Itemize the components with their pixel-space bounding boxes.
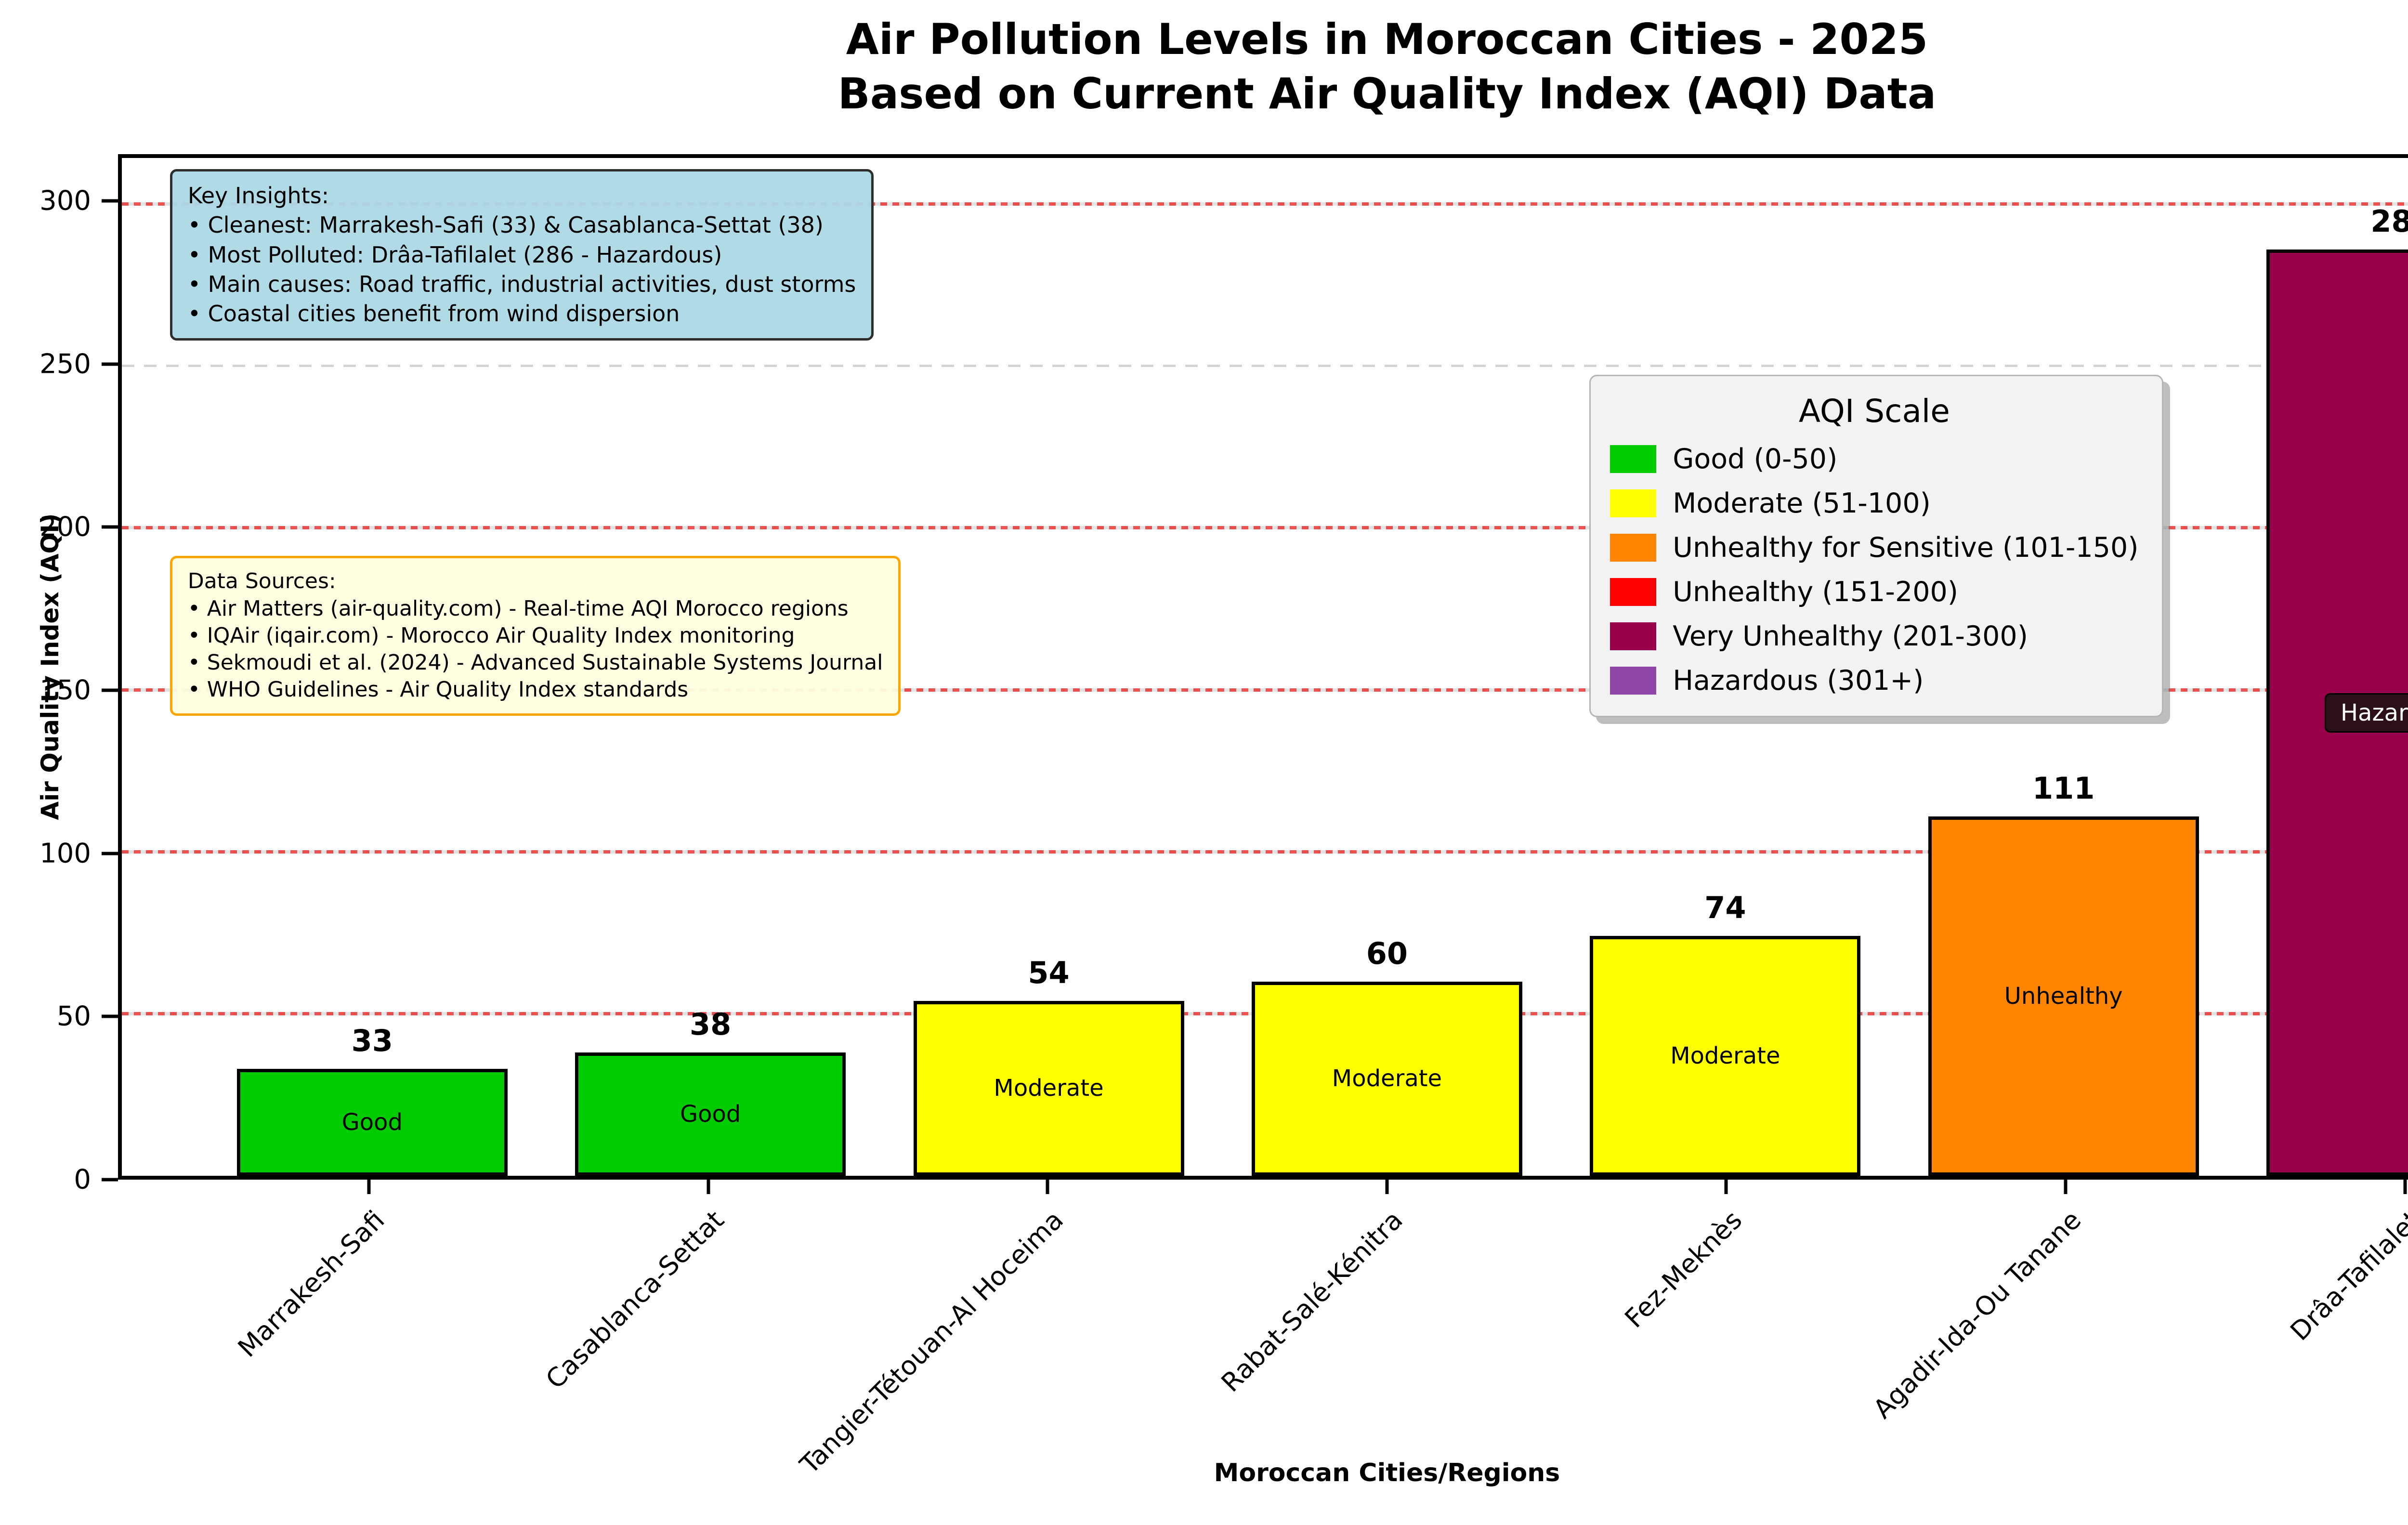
bar-value-label: 286: [2370, 204, 2408, 239]
bar-value-label: 38: [690, 1007, 732, 1042]
gridline-250: [122, 365, 2408, 368]
x-tick-mark: [367, 1179, 371, 1194]
x-tick-label-Drâa-Tafilalet: Drâa-Tafilalet: [2284, 1204, 2408, 1347]
threshold-line-300: [122, 202, 2408, 206]
x-tick-mark: [1385, 1179, 1389, 1194]
source-line: • IQAir (iqair.com) - Morocco Air Qualit…: [187, 623, 795, 648]
bar-Rabat-Salé-Kénitra: [1251, 981, 1522, 1176]
legend-item-label: Unhealthy for Sensitive (101-150): [1673, 532, 2139, 564]
source-line: • WHO Guidelines - Air Quality Index sta…: [187, 677, 689, 702]
legend-swatch: [1610, 622, 1657, 651]
y-tick-mark: [102, 199, 118, 203]
y-tick-mark: [102, 1178, 118, 1182]
x-tick-label-Fez-Meknès: Fez-Meknès: [1619, 1204, 1748, 1334]
y-tick-mark: [102, 852, 118, 855]
x-tick-label-Tangier-Tétouan-Al Hoceima: Tangier-Tétouan-Al Hoceima: [794, 1204, 1069, 1480]
x-axis-title: Moroccan Cities/Regions: [1214, 1459, 1560, 1487]
data-sources-box: Data Sources: • Air Matters (air-quality…: [170, 556, 901, 716]
legend-swatch: [1610, 667, 1657, 695]
y-tick-label-200: 200: [39, 511, 92, 543]
x-tick-mark: [1046, 1179, 1049, 1194]
bar-value-label: 54: [1028, 955, 1070, 990]
bar-status-label: Moderate: [994, 1075, 1104, 1102]
y-tick-label-0: 0: [74, 1164, 92, 1196]
bar-value-label: 74: [1704, 890, 1746, 926]
x-tick-mark: [1724, 1179, 1728, 1194]
key-insights-box: Key Insights: • Cleanest: Marrakesh-Safi…: [170, 169, 874, 341]
insight-line: • Cleanest: Marrakesh-Safi (33) & Casabl…: [187, 212, 824, 238]
x-tick-mark: [2064, 1179, 2068, 1194]
insight-line: • Most Polluted: Drâa-Tafilalet (286 - H…: [187, 241, 722, 268]
x-tick-label-Agadir-Ida-Ou Tanane: Agadir-Ida-Ou Tanane: [1867, 1204, 2087, 1424]
key-insights-lines: • Cleanest: Marrakesh-Safi (33) & Casabl…: [188, 210, 856, 329]
legend-item: Unhealthy for Sensitive (101-150): [1610, 532, 2139, 564]
chart-title: Air Pollution Levels in Moroccan Cities …: [118, 13, 2408, 121]
bar-Marrakesh-Safi: [236, 1069, 508, 1176]
y-tick-label-100: 100: [39, 838, 92, 869]
bar-value-label: 111: [2032, 770, 2095, 806]
legend-item-label: Very Unhealthy (201-300): [1673, 620, 2028, 653]
plot-area: 50100150200300 33Good38Good54Moderate60M…: [118, 154, 2408, 1180]
key-insights-title: Key Insights:: [187, 183, 329, 209]
chart-title-line2: Based on Current Air Quality Index (AQI)…: [838, 68, 1937, 118]
bar-Casablanca-Settat: [575, 1052, 846, 1176]
data-sources-lines: • Air Matters (air-quality.com) - Real-t…: [188, 595, 883, 704]
bar-value-label: 33: [351, 1023, 393, 1059]
bar-status-label: Good: [341, 1108, 403, 1136]
chart-title-line1: Air Pollution Levels in Moroccan Cities …: [846, 14, 1928, 64]
hazardous-badge: Hazardous: [2324, 693, 2408, 733]
bar-status-label: Moderate: [1670, 1042, 1780, 1070]
y-tick-label-50: 50: [56, 1000, 92, 1032]
legend-item: Very Unhealthy (201-300): [1610, 620, 2138, 652]
x-tick-mark: [2403, 1179, 2407, 1194]
y-tick-mark: [102, 1014, 118, 1018]
legend-items: Good (0-50) Moderate (51-100) Unhealthy fo…: [1610, 443, 2139, 697]
bar-Fez-Meknès: [1590, 936, 1861, 1176]
y-axis-ticks: 0 50 100 150 200 250 300: [0, 154, 118, 1195]
y-tick-label-300: 300: [39, 185, 92, 217]
x-tick-label-Casablanca-Settat: Casablanca-Settat: [539, 1204, 730, 1395]
source-line: • Sekmoudi et al. (2024) - Advanced Sust…: [187, 650, 883, 675]
x-tick-label-Marrakesh-Safi: Marrakesh-Safi: [232, 1204, 391, 1363]
y-tick-mark: [102, 688, 118, 692]
insight-line: • Coastal cities benefit from wind dispe…: [187, 301, 680, 327]
legend-item-label: Good (0-50): [1673, 443, 1838, 475]
legend-item-label: Moderate (51-100): [1673, 487, 1931, 520]
y-tick-label-150: 150: [39, 674, 92, 706]
bar-status-label: Unhealthy: [2004, 982, 2123, 1010]
y-tick-mark: [102, 362, 118, 366]
threshold-line-200: [122, 526, 2408, 530]
legend-swatch: [1610, 489, 1657, 518]
legend-item: Unhealthy (151-200): [1610, 576, 2138, 608]
y-tick-label-250: 250: [39, 348, 92, 380]
x-tick-label-Rabat-Salé-Kénitra: Rabat-Salé-Kénitra: [1215, 1204, 1409, 1398]
x-tick-mark: [707, 1179, 710, 1194]
bar-status-label: Good: [680, 1101, 741, 1128]
bar-value-label: 60: [1366, 935, 1408, 971]
legend-swatch: [1610, 534, 1657, 562]
threshold-line-100: [122, 850, 2408, 854]
legend-swatch: [1610, 445, 1657, 473]
legend-item: Hazardous (301+): [1610, 665, 2138, 697]
bar-status-label: Moderate: [1332, 1065, 1442, 1092]
legend-item: Moderate (51-100): [1610, 487, 2138, 519]
legend-item: Good (0-50): [1610, 443, 2138, 475]
data-sources-title: Data Sources:: [187, 569, 336, 594]
legend: AQI Scale Good (0-50) Moderate (51-100) Un…: [1589, 375, 2163, 718]
x-axis-ticks: Marrakesh-Safi Casablanca-Settat Tangier-T…: [118, 1179, 2408, 1480]
legend-swatch: [1610, 578, 1657, 606]
bar-Tangier-Tétouan-Al Hoceima: [913, 1000, 1184, 1176]
legend-title: AQI Scale: [1798, 393, 1950, 430]
insight-line: • Main causes: Road traffic, industrial …: [187, 271, 856, 297]
legend-item-label: Hazardous (301+): [1673, 665, 1924, 697]
legend-item-label: Unhealthy (151-200): [1673, 576, 1959, 608]
threshold-line-150: [122, 688, 2408, 692]
source-line: • Air Matters (air-quality.com) - Real-t…: [187, 596, 849, 621]
y-tick-mark: [102, 525, 118, 529]
bar-Agadir-Ida-Ou Tanane: [1928, 816, 2199, 1176]
